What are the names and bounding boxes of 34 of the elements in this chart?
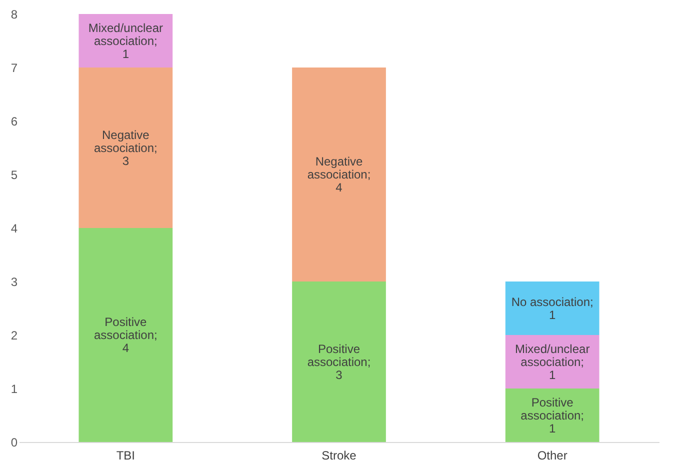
y-tick-label: 0 <box>10 436 18 450</box>
y-tick-label: 6 <box>10 114 18 128</box>
bar <box>78 68 173 228</box>
text: Positive association; <box>94 315 158 342</box>
bar <box>505 388 600 442</box>
data-label: 3 <box>336 368 343 382</box>
series-label: Positive association; <box>520 395 584 422</box>
text: Negative association; <box>307 154 371 182</box>
text: Mixed/unclear association; <box>514 342 590 369</box>
bar <box>292 282 386 442</box>
text: Positive association; <box>307 342 371 369</box>
y-tick-label: 1 <box>10 382 18 396</box>
data-label: 1 <box>548 368 556 382</box>
y-tick-label: 2 <box>10 328 18 342</box>
y-tick-label: 5 <box>10 168 18 182</box>
data-label: 1 <box>122 46 130 61</box>
y-tick-label: 3 <box>10 275 18 289</box>
series-label: No association; <box>511 294 594 309</box>
x-tick-label: Stroke <box>322 448 357 462</box>
y-tick-label: 7 <box>10 61 18 75</box>
bar <box>292 68 386 282</box>
y-tick-label: 8 <box>10 8 18 22</box>
data-label: 1 <box>548 308 556 322</box>
y-tick-label: 4 <box>10 222 18 236</box>
data-label: 4 <box>336 180 343 194</box>
data-label: 3 <box>122 154 130 168</box>
series-label: Mixed/unclear association; <box>88 20 164 48</box>
x-tick-label: TBI <box>116 448 136 462</box>
x-tick-label: Other <box>537 448 568 462</box>
bar <box>505 282 600 335</box>
data-label: 1 <box>548 421 556 436</box>
data-label: 4 <box>122 341 130 355</box>
series-label: Negative association; <box>94 128 158 155</box>
bar <box>78 228 173 442</box>
